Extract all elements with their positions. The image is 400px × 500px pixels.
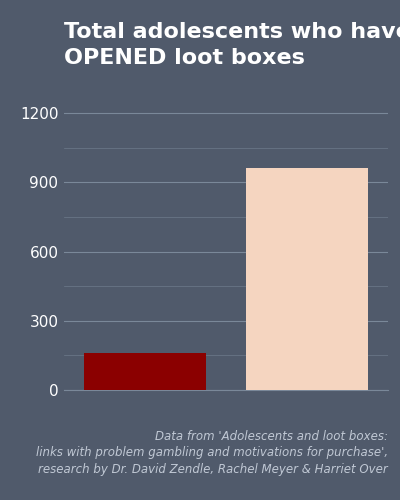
Text: Total adolescents who have: Total adolescents who have (64, 22, 400, 42)
Bar (246, 168, 368, 390)
Text: OPENED loot boxes: OPENED loot boxes (64, 48, 305, 68)
Text: research by Dr. David Zendle, Rachel Meyer & Harriet Over: research by Dr. David Zendle, Rachel Mey… (38, 462, 388, 475)
Text: links with problem gambling and motivations for purchase',: links with problem gambling and motivati… (36, 446, 388, 459)
Bar (84, 353, 206, 390)
Text: Data from 'Adolescents and loot boxes:: Data from 'Adolescents and loot boxes: (155, 430, 388, 442)
